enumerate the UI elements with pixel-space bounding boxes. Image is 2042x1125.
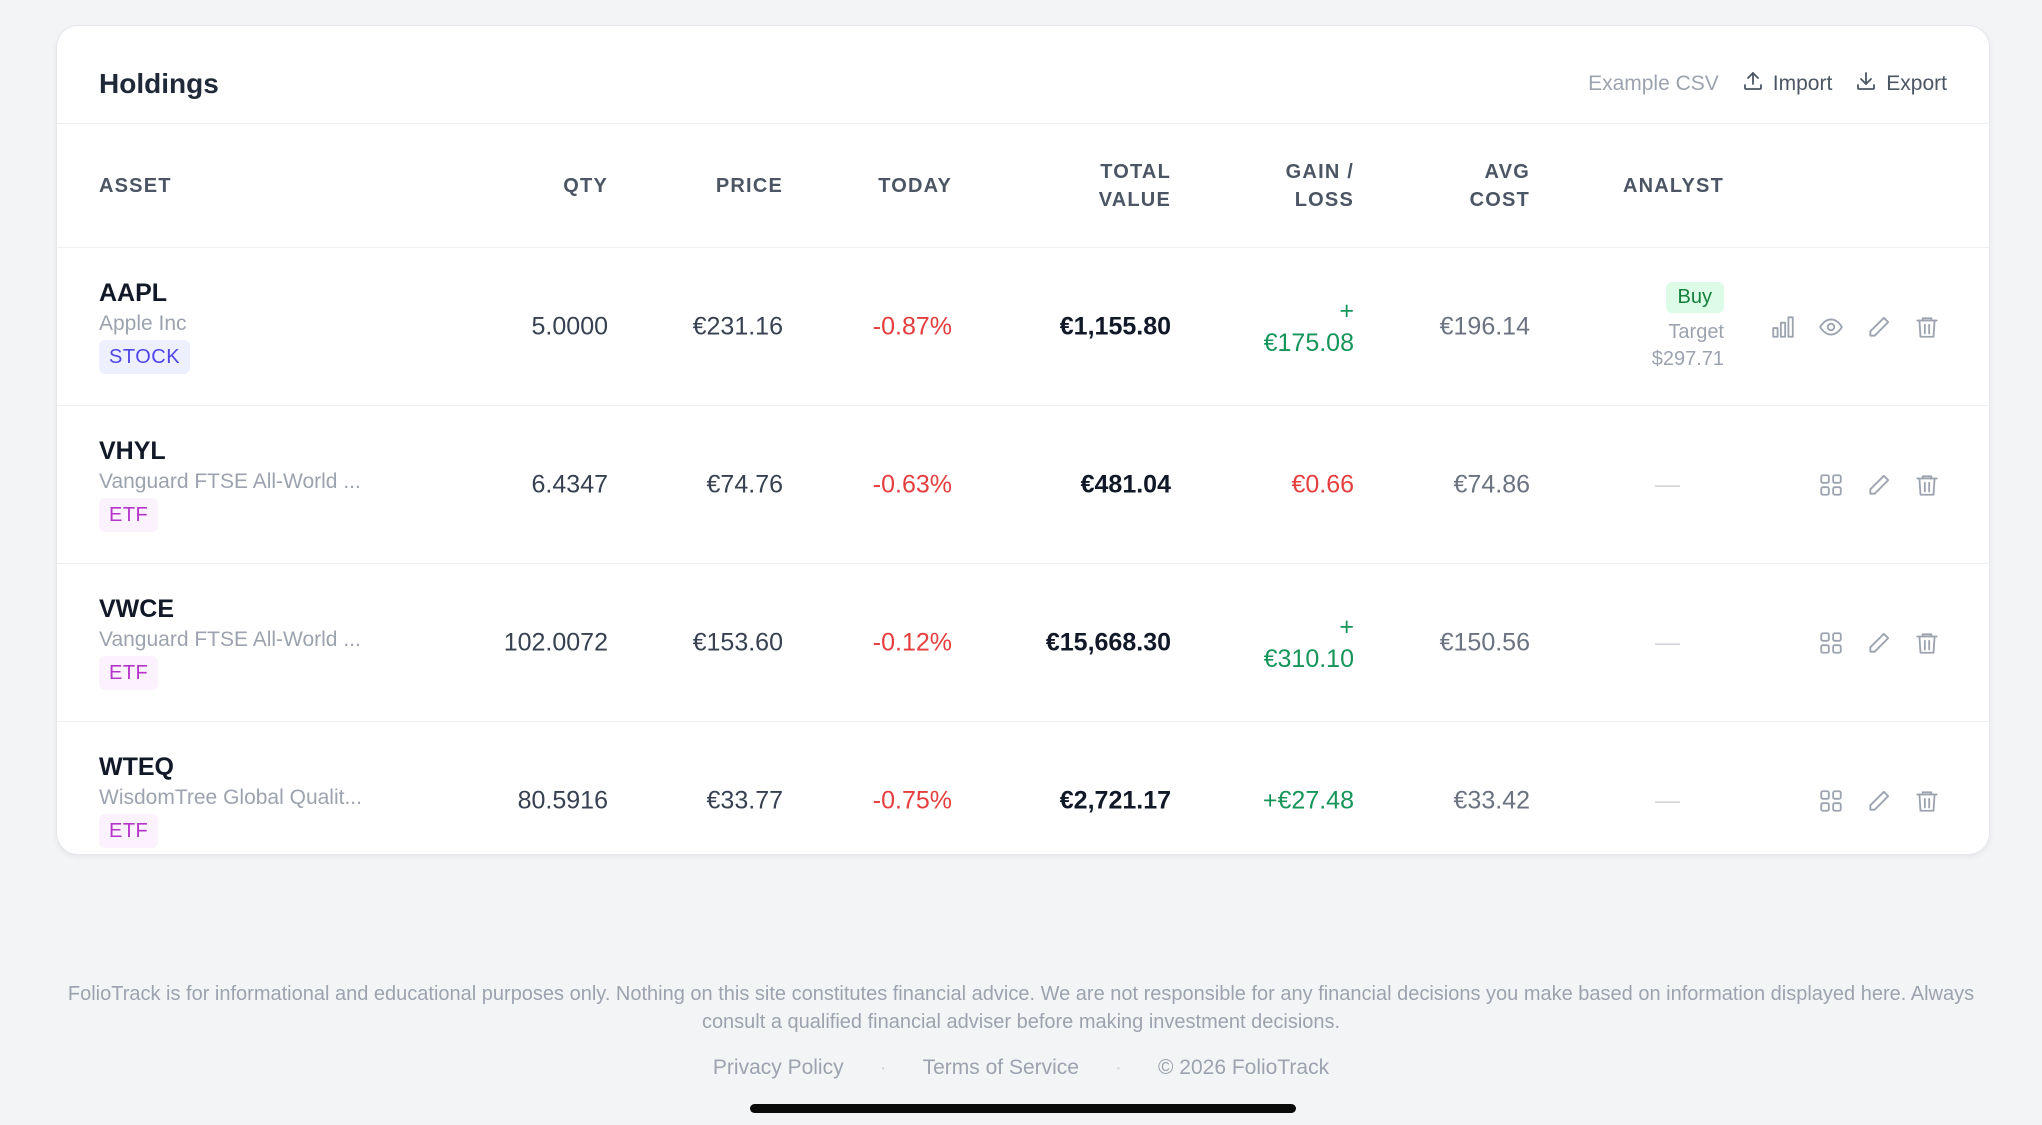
total-value: €15,668.30 (1045, 628, 1171, 656)
trash-icon[interactable] (1914, 314, 1940, 340)
eye-icon[interactable] (1818, 314, 1844, 340)
example-csv-link[interactable]: Example CSV (1588, 72, 1719, 95)
today-change: -0.63% (872, 470, 952, 498)
asset-type-badge: STOCK (99, 340, 191, 374)
asset-symbol: VHYL (99, 437, 166, 465)
asset-symbol: AAPL (99, 279, 168, 307)
col-gain-loss[interactable]: GAIN / LOSS (1285, 160, 1354, 211)
home-indicator (750, 1104, 1296, 1113)
gain-loss: + €310.10 (1263, 612, 1354, 673)
analyst-empty: — (1655, 786, 1680, 815)
avg-cost: €150.56 (1439, 628, 1530, 656)
footer-disclaimer: FolioTrack is for informational and educ… (67, 983, 1975, 1033)
avg-cost: €33.42 (1453, 786, 1530, 815)
total-value: €481.04 (1080, 470, 1171, 498)
col-total-value[interactable]: TOTAL VALUE (1098, 160, 1171, 211)
asset-name: Vanguard FTSE All-World ... (99, 628, 361, 651)
asset-type-badge: ETF (99, 814, 159, 848)
trash-icon[interactable] (1914, 472, 1940, 498)
edit-pencil-icon[interactable] (1866, 472, 1892, 498)
privacy-policy-link[interactable]: Privacy Policy (712, 1056, 844, 1079)
asset-name: Apple Inc (99, 312, 187, 335)
import-button[interactable]: Import (1741, 69, 1833, 99)
analyst-empty: — (1655, 470, 1680, 498)
analyst-empty: — (1655, 628, 1680, 656)
qty-value: 102.0072 (503, 628, 608, 656)
asset-name: Vanguard FTSE All-World ... (99, 470, 361, 493)
today-change: -0.87% (872, 312, 952, 340)
row-actions (1818, 630, 1940, 656)
asset-name: WisdomTree Global Qualit... (99, 786, 362, 809)
edit-pencil-icon[interactable] (1866, 788, 1892, 814)
target-label: Target (1668, 320, 1724, 343)
table-header: ASSET QTY PRICE TODAY TOTAL VALUE GAIN /… (57, 124, 1989, 248)
trash-icon[interactable] (1914, 788, 1940, 814)
edit-pencil-icon[interactable] (1866, 314, 1892, 340)
qty-value: 6.4347 (531, 470, 608, 498)
import-label: Import (1772, 72, 1833, 95)
asset-type-badge: ETF (99, 656, 159, 690)
trash-icon[interactable] (1914, 630, 1940, 656)
col-price[interactable]: PRICE (715, 174, 783, 197)
asset-type-badge: ETF (99, 498, 159, 532)
table-row[interactable]: VHYL Vanguard FTSE All-World ... ETF 6.4… (57, 406, 1989, 564)
today-change: -0.75% (872, 786, 952, 815)
row-actions (1818, 788, 1940, 814)
price-value: €231.16 (692, 312, 783, 340)
rating-badge: Buy (1665, 281, 1724, 313)
col-analyst[interactable]: ANALYST (1622, 174, 1724, 197)
terms-of-service-link[interactable]: Terms of Service (922, 1056, 1079, 1079)
footer-links: Privacy Policy · Terms of Service · © 20… (0, 1056, 2042, 1080)
copyright: © 2026 FolioTrack (1157, 1056, 1330, 1079)
separator: · (1114, 1056, 1122, 1079)
avg-cost: €196.14 (1439, 312, 1530, 340)
table-row[interactable]: AAPL Apple Inc STOCK 5.0000 €231.16 -0.8… (57, 248, 1989, 406)
total-value: €2,721.17 (1059, 786, 1171, 815)
export-button[interactable]: Export (1854, 69, 1947, 99)
qty-value: 5.0000 (531, 312, 608, 340)
gain-loss: + €175.08 (1263, 296, 1354, 357)
target-value: $297.71 (1651, 347, 1724, 370)
upload-icon (1741, 69, 1765, 99)
gain-loss: +€27.48 (1262, 786, 1354, 815)
bar-chart-icon[interactable] (1770, 314, 1796, 340)
price-value: €153.60 (692, 628, 783, 656)
table-row[interactable]: WTEQ WisdomTree Global Qualit... ETF 80.… (57, 722, 1989, 854)
edit-pencil-icon[interactable] (1866, 630, 1892, 656)
card-title: Holdings (99, 68, 219, 99)
table-row[interactable]: VWCE Vanguard FTSE All-World ... ETF 102… (57, 564, 1989, 722)
gain-loss: €0.66 (1291, 470, 1354, 498)
holdings-card: Holdings Example CSV Import Export ASSET… (56, 25, 1990, 855)
avg-cost: €74.86 (1453, 470, 1530, 498)
qty-value: 80.5916 (517, 786, 608, 815)
asset-symbol: WTEQ (99, 753, 174, 781)
col-today[interactable]: TODAY (878, 174, 952, 197)
price-value: €33.77 (706, 786, 783, 815)
col-asset[interactable]: ASSET (99, 174, 172, 197)
total-value: €1,155.80 (1059, 312, 1171, 340)
price-value: €74.76 (706, 470, 783, 498)
grid-icon[interactable] (1818, 472, 1844, 498)
col-avg-cost[interactable]: AVG COST (1469, 160, 1530, 211)
row-actions (1770, 314, 1940, 340)
analyst-rating: Buy Target $297.71 (1652, 281, 1724, 373)
row-actions (1818, 472, 1940, 498)
grid-icon[interactable] (1818, 630, 1844, 656)
export-label: Export (1886, 72, 1947, 95)
separator: · (879, 1056, 887, 1079)
header-actions: Example CSV Import Export (1588, 69, 1947, 99)
card-header: Holdings Example CSV Import Export (57, 26, 1989, 124)
col-qty[interactable]: QTY (563, 174, 608, 197)
asset-symbol: VWCE (99, 595, 174, 623)
today-change: -0.12% (872, 628, 952, 656)
download-icon (1854, 69, 1878, 99)
grid-icon[interactable] (1818, 788, 1844, 814)
